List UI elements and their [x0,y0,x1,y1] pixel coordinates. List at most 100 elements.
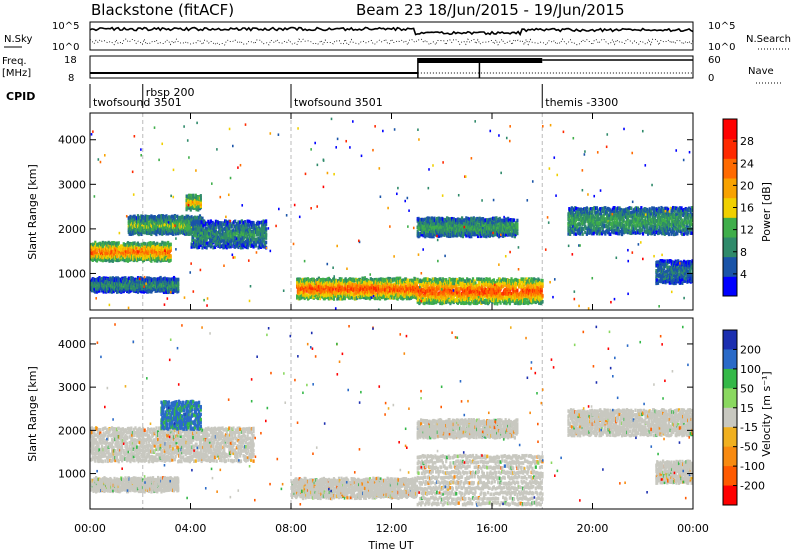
power-echo-cell [489,284,492,289]
power-echo-cell [219,239,223,243]
power-echo-cell [310,286,313,290]
power-echo-cell [471,277,475,281]
power-echo-cell [253,226,256,231]
power-echo-cell [193,227,196,231]
power-echo-cell [445,278,448,282]
power-echo-cell [149,219,152,224]
power-echo-cell [323,287,326,292]
power-echo-cell [429,291,432,296]
power-echo-cell [405,280,408,285]
power-echo-cell [248,235,251,240]
power-echo-cell [199,243,202,248]
power-echo-cell [243,224,246,229]
power-echo-cell [364,290,367,295]
power-echo-cell [306,277,310,281]
power-echo-cell [163,253,166,258]
power-echo-cell [265,227,268,231]
power-echo-cell [198,245,201,249]
power-echo-cell [91,255,94,259]
power-echo-cell [137,232,140,237]
power-echo-cell [167,232,170,236]
power-echo-cell [306,283,309,287]
power-echo-cell [400,294,403,299]
power-echo-cell [440,284,444,289]
power-echo-cell [449,289,452,293]
power-echo-cell [223,232,226,236]
power-echo-cell [191,243,194,247]
power-echo-cell [210,243,213,248]
power-echo-cell [110,290,114,294]
power-echo-cell [265,232,268,236]
power-echo-cell [373,296,377,301]
power-echo-cell [451,281,454,286]
power-echo-cell [191,229,194,234]
power-echo-cell [112,289,115,294]
power-echo-cell [166,283,169,288]
power-echo-cell [486,288,490,292]
power-echo-cell [187,226,191,230]
power-echo-cell [165,229,168,233]
power-echo-cell [123,258,126,263]
power-echo-cell [442,301,445,305]
power-echo-cell [139,226,142,230]
station-title: Blackstone (fitACF) [91,1,234,19]
power-echo-cell [234,224,238,228]
power-echo-cell [494,300,497,304]
power-echo-cell [496,279,499,283]
power-echo-cell [160,214,163,218]
freq-label: Freq. [2,56,27,67]
power-echo-cell [298,292,301,297]
power-echo-cell [168,231,171,235]
power-echo-cell [420,291,424,295]
power-echo-cell [205,246,208,250]
power-echo-cell [246,245,249,250]
cpid-segment-label: twofsound 3501 [93,96,182,109]
power-echo-cell [196,205,199,209]
power-echo-cell [192,235,195,240]
power-echo-cell [358,288,362,293]
power-echo-cell [230,244,233,248]
power-echo-cell [213,245,217,249]
power-echo-cell [425,300,429,305]
power-echo-cell [192,223,195,228]
power-echo-cell [426,284,429,288]
power-echo-cell [495,283,498,287]
power-echo-cell [487,292,491,297]
power-echo-cell [344,290,347,295]
power-echo-cell [242,242,245,247]
power-echo-cell [240,234,243,239]
power-echo-cell [238,237,241,241]
power-echo-cell [95,246,99,250]
power-echo-cell [373,277,377,282]
power-echo-cell [490,282,493,286]
power-echo-cell [159,230,162,235]
power-echo-cell [157,255,161,259]
power-echo-cell [324,281,327,285]
power-echo-cell [492,289,495,293]
power-echo-cell [380,287,383,291]
power-echo-cell [422,281,425,285]
power-echo-cell [209,219,212,223]
beam-date-title: Beam 23 18/Jun/2015 - 19/Jun/2015 [356,1,625,19]
power-echo-cell [214,226,217,230]
power-echo-cell [408,296,411,301]
power-echo-cell [332,277,336,281]
power-echo-cell [247,243,250,248]
power-echo-cell [242,239,245,243]
power-echo-cell [200,224,203,229]
power-echo-cell [252,223,255,227]
power-echo-cell [112,240,115,245]
power-echo-cell [427,301,430,305]
power-echo-cell [236,235,239,240]
power-echo-cell [197,208,200,212]
power-echo-cell [486,279,490,284]
power-echo-cell [415,283,418,288]
power-echo-cell [126,241,130,245]
power-echo-cell [384,294,387,298]
power-echo-cell [339,297,342,301]
power-echo-cell [187,232,191,236]
power-echo-cell [195,199,198,204]
power-echo-cell [105,258,108,263]
power-echo-cell [315,284,318,289]
power-echo-cell [470,284,473,289]
